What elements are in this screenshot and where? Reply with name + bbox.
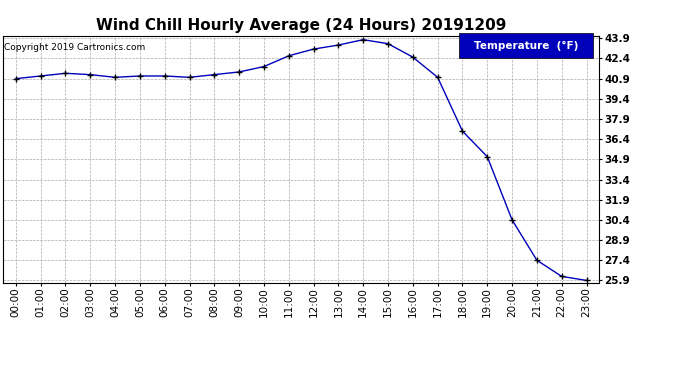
Text: Copyright 2019 Cartronics.com: Copyright 2019 Cartronics.com [4, 43, 146, 52]
FancyBboxPatch shape [459, 33, 593, 58]
Title: Wind Chill Hourly Average (24 Hours) 20191209: Wind Chill Hourly Average (24 Hours) 201… [96, 18, 506, 33]
Text: Temperature  (°F): Temperature (°F) [474, 40, 578, 51]
